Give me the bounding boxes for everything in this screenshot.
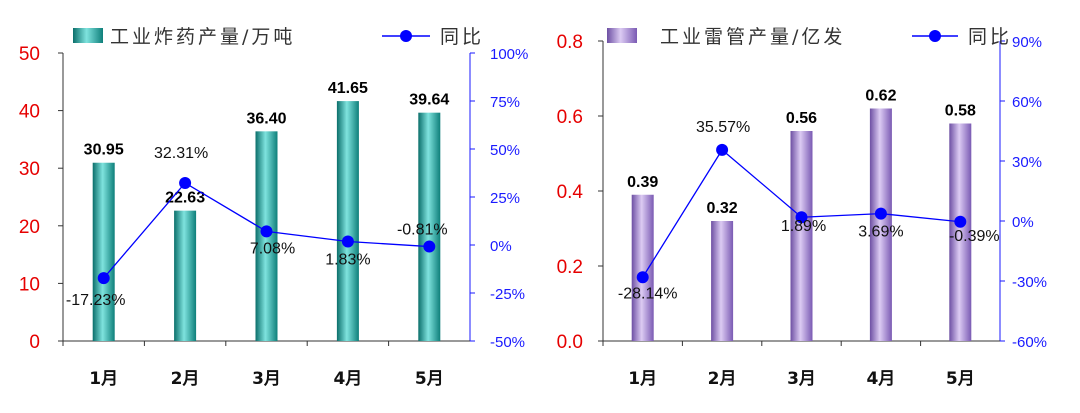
right-tick-label: -50% [490, 334, 525, 351]
yoy-value-label: 7.08% [250, 240, 295, 257]
bar-value-label: 0.62 [865, 88, 896, 105]
yoy-point [97, 272, 110, 285]
explosives-chart: 0 10 20 30 40 50 -50% -25% 0% 25% 50% 75% 100% 30.95 2… [19, 26, 529, 389]
yoy-value-label: 35.57% [696, 119, 750, 136]
left-tick-label: 0 [29, 332, 40, 353]
right-tick-label: 50% [490, 142, 520, 159]
category-label: 5月 [946, 369, 975, 389]
category-label: 3月 [787, 369, 816, 389]
bar-5 [418, 112, 441, 341]
yoy-value-label: 1.83% [325, 251, 370, 268]
category-label: 4月 [866, 369, 895, 389]
left-tick-label: 0.4 [557, 182, 584, 203]
yoy-point [179, 176, 192, 189]
bar-value-label: 0.39 [627, 174, 658, 191]
right-tick-label: 0% [490, 238, 512, 255]
left-tick-label: 20 [19, 217, 40, 238]
right-tick-label: 100% [490, 46, 528, 63]
category-label: 5月 [415, 369, 444, 389]
yoy-point [636, 271, 649, 284]
category-label: 1月 [89, 369, 118, 389]
legend-bar-label: 工业炸药产量/万吨 [110, 26, 295, 48]
yoy-value-label: 1.89% [781, 218, 826, 235]
category-label: 2月 [171, 369, 200, 389]
yoy-point [716, 143, 729, 156]
bar-value-label: 41.65 [328, 80, 368, 97]
bar-1 [631, 194, 654, 341]
right-tick-label: 75% [490, 94, 520, 111]
yoy-point [423, 240, 436, 253]
yoy-point [260, 225, 273, 238]
detonators-chart: 0.0 0.2 0.4 0.6 0.8 -60% -30% 0% 30% 60% 90% 0.39 0.… [557, 26, 1047, 389]
left-tick-label: 0.2 [557, 257, 583, 278]
right-tick-label: 30% [1012, 154, 1042, 171]
bar-value-label: 39.64 [409, 92, 449, 109]
right-tick-label: 25% [490, 190, 520, 207]
right-tick-label: 0% [1012, 214, 1034, 231]
bar-value-label: 0.58 [945, 103, 976, 120]
left-tick-label: 0.6 [557, 107, 583, 128]
left-tick-label: 0.8 [557, 32, 583, 53]
right-tick-label: -25% [490, 286, 525, 303]
bar-value-label: 0.56 [786, 110, 817, 127]
yoy-value-label: -0.81% [397, 222, 448, 239]
yoy-point [795, 211, 808, 224]
bar-4 [869, 108, 892, 341]
legend-line-label: 同比 [968, 26, 1012, 48]
legend-line-label: 同比 [440, 26, 484, 48]
bar-value-label: 30.95 [84, 142, 124, 159]
bar-value-label: 0.32 [707, 200, 738, 217]
left-tick-label: 30 [19, 159, 40, 180]
yoy-value-label: 32.31% [154, 145, 208, 162]
bar-5 [949, 123, 972, 341]
left-tick-label: 10 [19, 274, 40, 295]
category-label: 2月 [708, 369, 737, 389]
bar-value-label: 36.40 [246, 110, 286, 127]
bar-2 [174, 210, 197, 341]
left-tick-label: 40 [19, 102, 40, 123]
yoy-value-label: -17.23% [66, 292, 126, 309]
left-tick-label: 50 [19, 44, 40, 65]
bar-1 [92, 162, 115, 341]
legend-bar-label: 工业雷管产量/亿发 [660, 26, 845, 48]
yoy-point [874, 207, 887, 220]
legend-bar-swatch [607, 28, 637, 43]
legend-bar-swatch [73, 28, 103, 43]
left-tick-label: 0.0 [557, 332, 583, 353]
right-tick-label: 90% [1012, 34, 1042, 51]
bar-3 [790, 131, 813, 341]
category-label: 3月 [252, 369, 281, 389]
yoy-value-label: -28.14% [618, 285, 678, 302]
category-label: 1月 [628, 369, 657, 389]
category-label: 4月 [333, 369, 362, 389]
right-tick-label: -30% [1012, 274, 1047, 291]
bar-4 [336, 101, 359, 341]
right-tick-label: -60% [1012, 334, 1047, 351]
bar-value-label: 22.63 [165, 190, 205, 207]
yoy-point [341, 235, 354, 248]
legend-line-marker [929, 30, 941, 42]
bar-2 [711, 221, 734, 341]
legend-line-marker [400, 30, 412, 42]
yoy-point [954, 215, 967, 228]
yoy-value-label: 3.69% [858, 224, 903, 241]
right-tick-label: 60% [1012, 94, 1042, 111]
yoy-value-label: -0.39% [949, 228, 1000, 245]
